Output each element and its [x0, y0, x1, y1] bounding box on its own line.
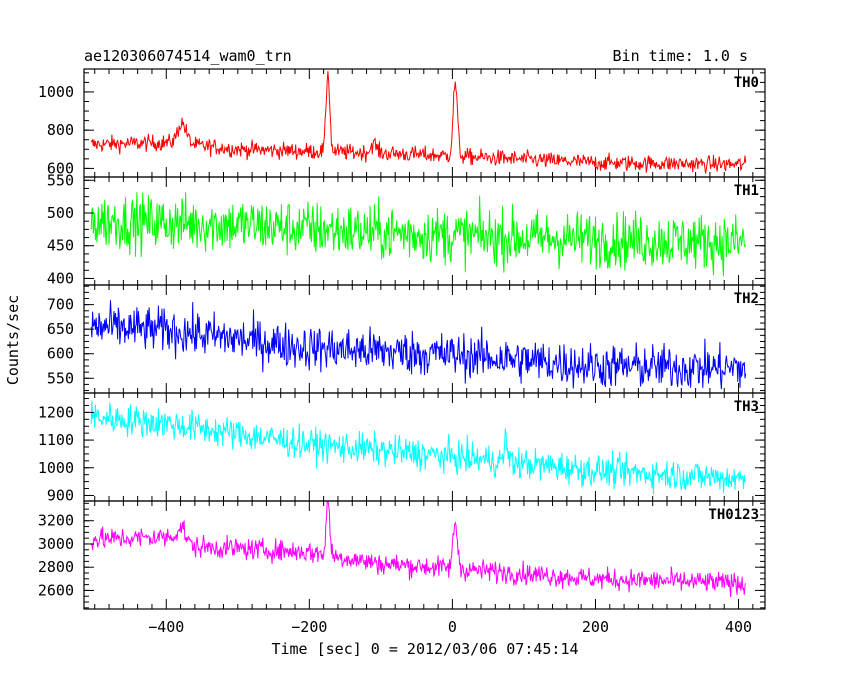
y-tick-label: 1200	[38, 403, 74, 421]
y-tick-label: 2800	[38, 558, 74, 576]
y-tick-label: 2600	[38, 581, 74, 599]
chart-title: ae120306074514_wam0_trn	[84, 47, 292, 65]
y-tick-label: 1000	[38, 83, 74, 101]
panel-frame-th0123	[83, 500, 766, 610]
x-tick-label: 200	[582, 618, 609, 636]
panel-label-th0123: TH0123	[708, 507, 759, 523]
panel-label-th2: TH2	[734, 291, 759, 307]
x-tick-label: −200	[291, 618, 327, 636]
y-tick-label: 1000	[38, 459, 74, 477]
x-tick-label: 400	[725, 618, 752, 636]
y-tick-label: 450	[47, 237, 74, 255]
y-tick-label: 650	[47, 320, 74, 338]
series-line-th0123	[90, 501, 747, 597]
bin-time-label: Bin time: 1.0 s	[613, 47, 748, 65]
series-line-th2	[90, 300, 747, 390]
y-tick-label: 800	[47, 121, 74, 139]
series-line-th3	[90, 400, 747, 495]
y-axis-title: Counts/sec	[4, 295, 22, 385]
series-line-th1	[90, 192, 747, 277]
x-tick-label: 0	[448, 618, 457, 636]
x-tick-label: −400	[148, 618, 184, 636]
x-axis-title: Time [sec] 0 = 2012/03/06 07:45:14	[271, 640, 578, 658]
y-tick-label: 1100	[38, 431, 74, 449]
y-tick-label: 900	[47, 486, 74, 504]
y-tick-label: 600	[47, 345, 74, 363]
y-tick-label: 3000	[38, 535, 74, 553]
panel-label-th3: TH3	[734, 399, 759, 415]
y-tick-label: 550	[47, 369, 74, 387]
panels-group: TH06008001000TH1400450500550TH2550600650…	[38, 68, 766, 636]
series-line-th0	[90, 71, 747, 174]
y-tick-label: 550	[47, 171, 74, 189]
y-tick-label: 3200	[38, 512, 74, 530]
y-tick-label: 400	[47, 269, 74, 287]
y-tick-label: 600	[47, 159, 74, 177]
y-tick-label: 700	[47, 296, 74, 314]
y-tick-label: 500	[47, 204, 74, 222]
panel-frame-th0	[83, 68, 766, 178]
panel-label-th0: TH0	[734, 75, 759, 91]
panel-label-th1: TH1	[734, 183, 759, 199]
panel-frame-th3	[83, 392, 766, 502]
